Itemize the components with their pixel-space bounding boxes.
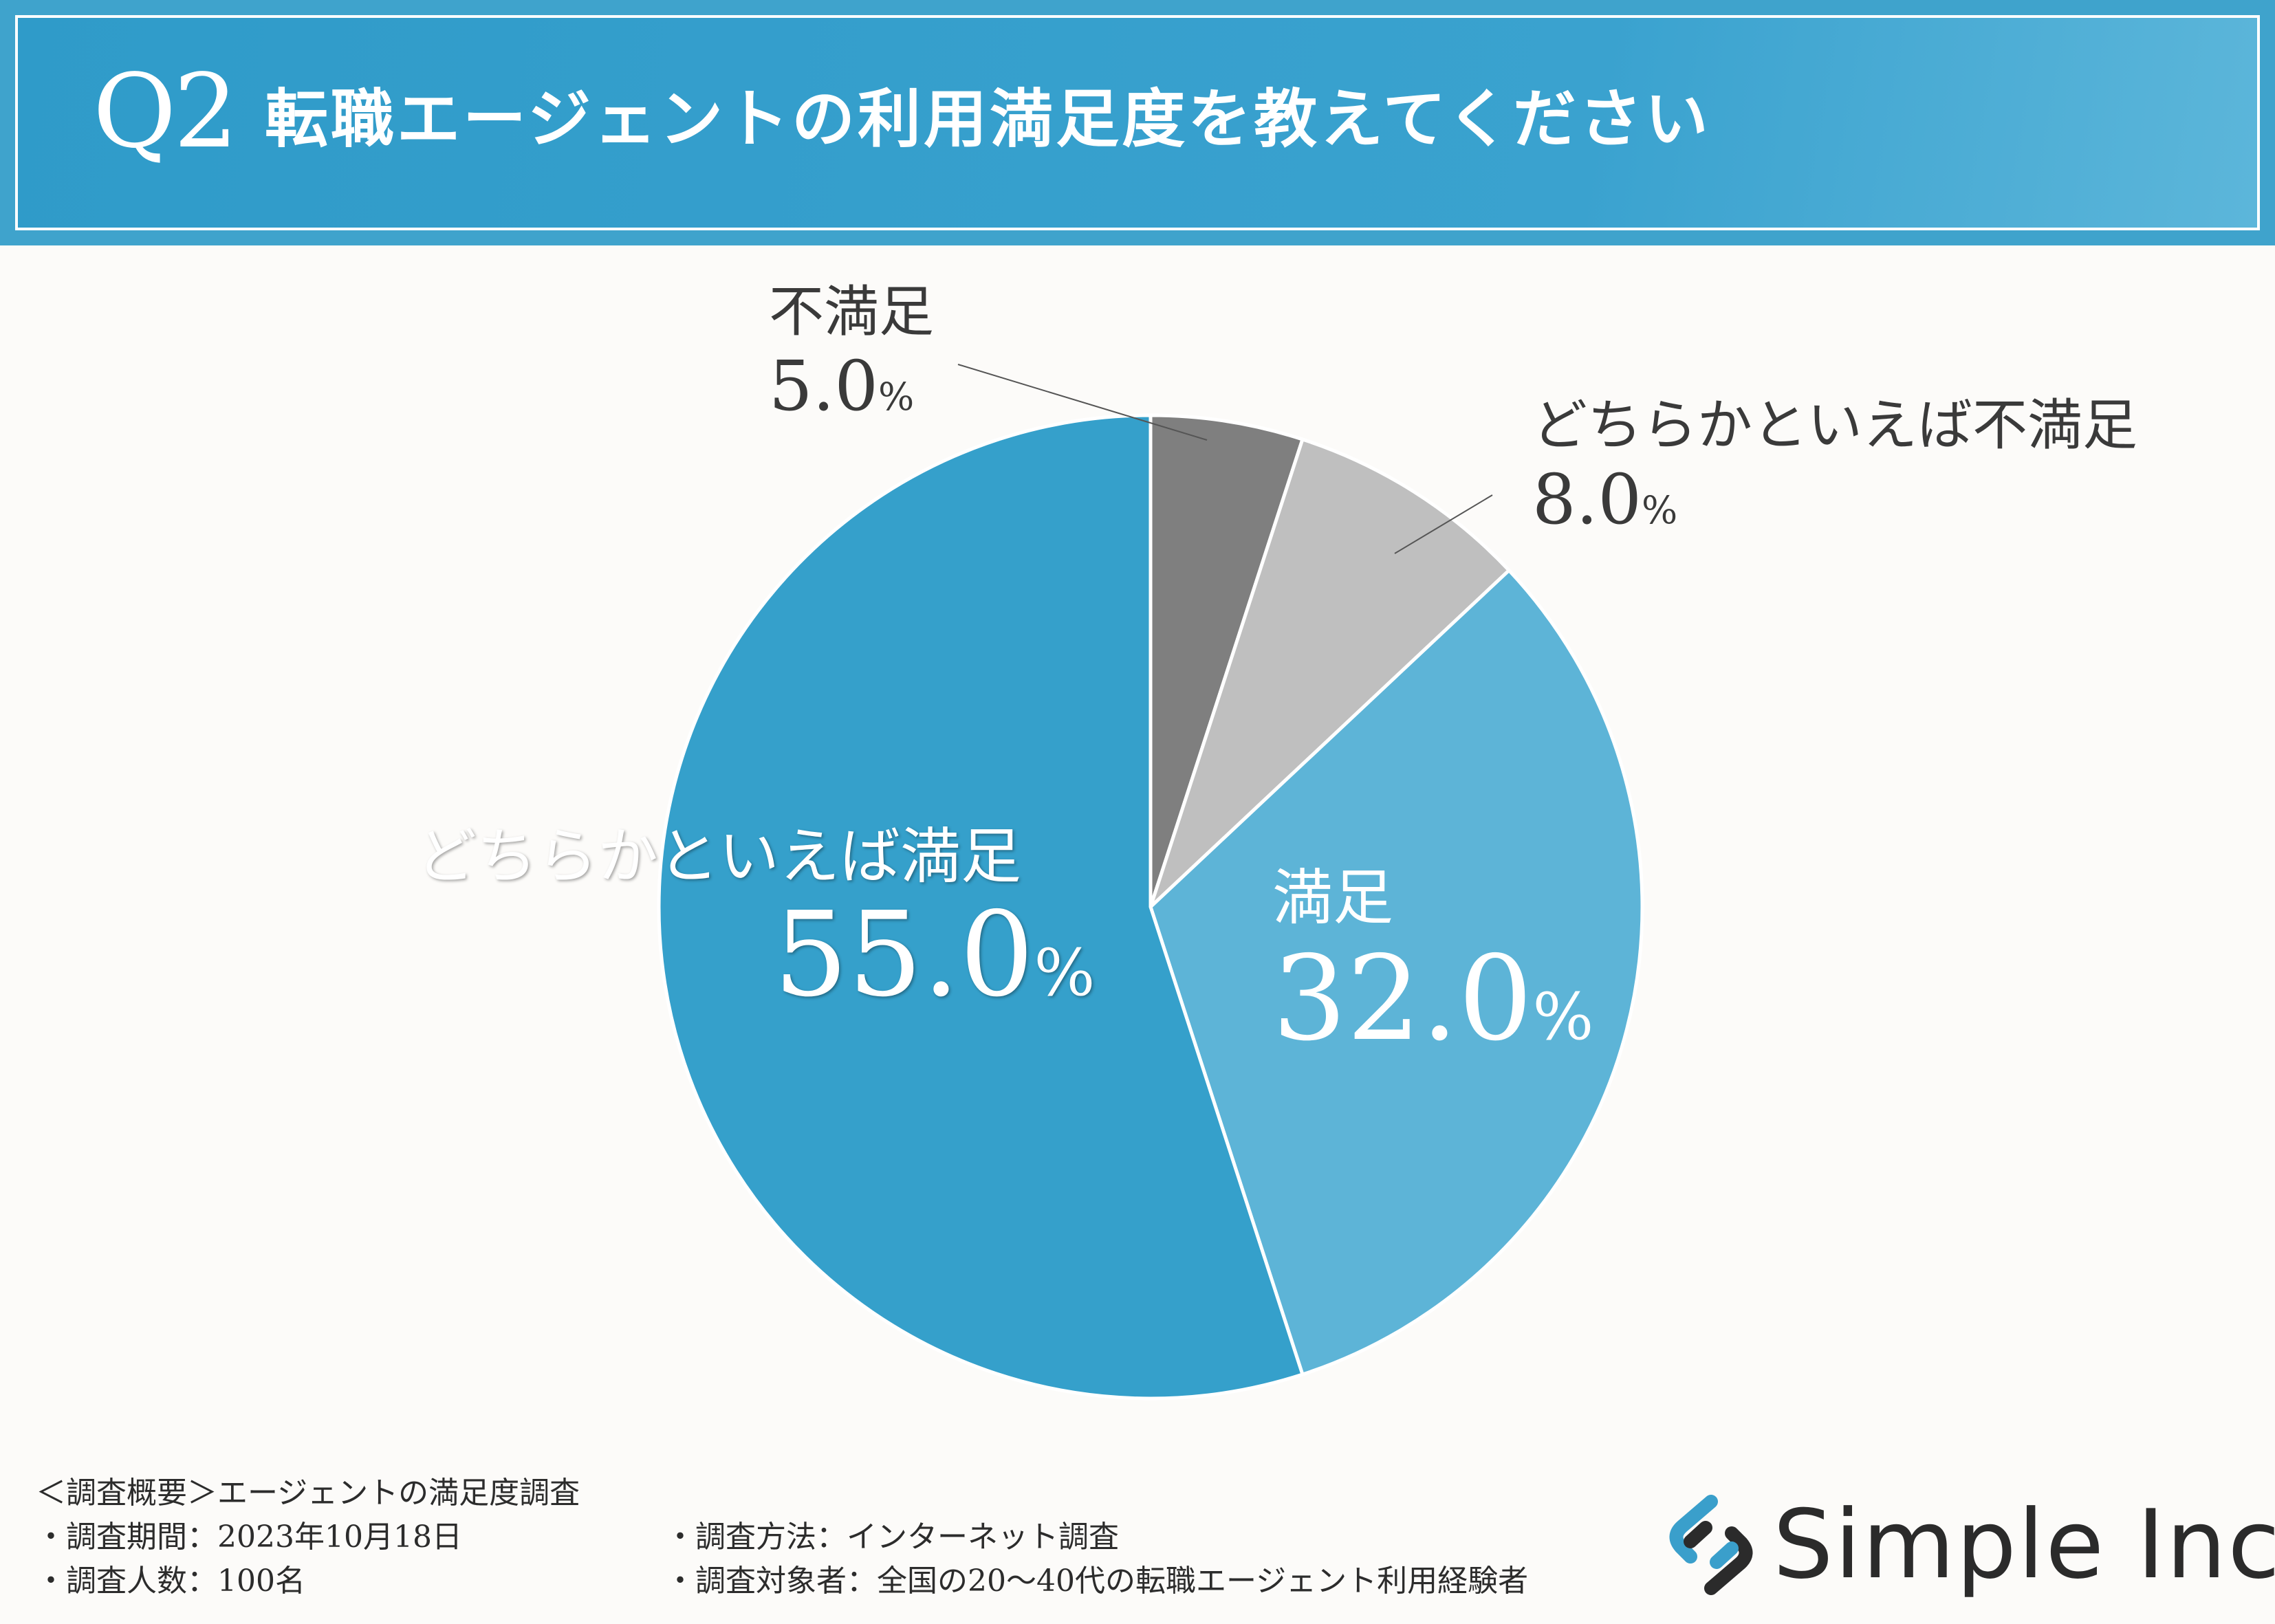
- label-satisfied-unit: %: [1532, 980, 1594, 1055]
- label-somewhat-dissatisfied-unit: %: [1642, 488, 1678, 532]
- pie-slice-dissatisfied: [1149, 413, 1305, 908]
- label-somewhat-satisfied: どちらかといえば満足 55.0%: [416, 822, 1095, 1023]
- label-satisfied-value: 32.0: [1272, 931, 1533, 1068]
- label-dissatisfied-name: 不満足: [769, 280, 934, 344]
- question-number: Q2: [93, 52, 238, 171]
- company-logo: Simple Inc.: [1663, 1491, 2275, 1601]
- header-banner: Q2 転職エージェントの利用満足度を教えてください: [0, 0, 2275, 245]
- leader-line-dissatisfied: [957, 364, 1208, 441]
- survey-title: ＜調査概要＞エージェントの満足度調査: [36, 1475, 580, 1511]
- label-dissatisfied-unit: %: [878, 375, 915, 419]
- survey-target: ・調査対象者：全国の20〜40代の転職エージェント利用経験者: [665, 1563, 1529, 1599]
- label-satisfied-name: 満足: [1272, 862, 1394, 933]
- pie-slice-satisfied: [1149, 568, 1644, 1377]
- label-somewhat-satisfied-name: どちらかといえば満足: [416, 821, 1022, 892]
- survey-period: ・調査期間：2023年10月18日: [36, 1519, 462, 1555]
- pie-slice-somewhat-dissatisfied: [1149, 437, 1512, 908]
- survey-method: ・調査方法：インターネット調査: [665, 1519, 1119, 1555]
- pie-chart: [657, 364, 1644, 1401]
- label-somewhat-satisfied-unit: %: [1034, 936, 1096, 1011]
- label-somewhat-satisfied-value: 55.0: [774, 887, 1034, 1024]
- label-somewhat-dissatisfied: どちらかといえば不満足 8.0%: [1532, 393, 2137, 540]
- label-dissatisfied-value: 5.0: [769, 346, 879, 426]
- pie-slice-somewhat-satisfied: [657, 413, 1305, 1401]
- survey-summary: ＜調査概要＞エージェントの満足度調査 ・調査期間：2023年10月18日 ・調査…: [36, 1471, 1528, 1603]
- link-chain-icon: [1669, 1495, 1753, 1595]
- label-somewhat-dissatisfied-value: 8.0: [1532, 459, 1642, 540]
- leader-line-somewhat-dissatisfied: [1394, 494, 1493, 554]
- question-title: 転職エージェントの利用満足度を教えてください: [265, 83, 1711, 156]
- label-satisfied: 満足 32.0%: [1272, 863, 1593, 1067]
- label-dissatisfied: 不満足 5.0%: [769, 281, 934, 426]
- header-frame: [15, 15, 2260, 230]
- survey-count: ・調査人数：100名: [36, 1563, 305, 1599]
- logo-text: Simple Inc.: [1773, 1489, 2275, 1600]
- label-somewhat-dissatisfied-name: どちらかといえば不満足: [1532, 393, 2137, 457]
